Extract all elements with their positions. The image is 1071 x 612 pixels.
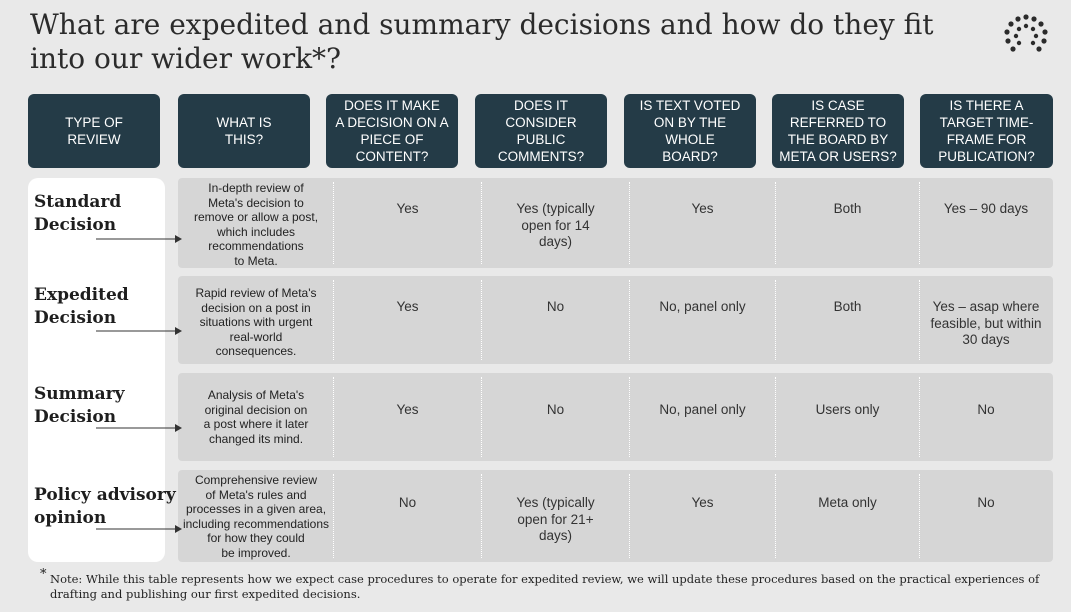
header-voted-whole-board: IS TEXT VOTED ON BY THE WHOLE BOARD? (624, 94, 756, 168)
table-row-summary (178, 373, 1053, 461)
page-title: What are expedited and summary decisions… (30, 8, 934, 75)
row-label-expedited-decision: Expedited Decision (34, 285, 129, 328)
cell-summary-referred: Users only (815, 402, 880, 417)
header-time-frame: IS THERE A TARGET TIME- FRAME FOR PUBLIC… (920, 94, 1053, 168)
cell-policy-time-frame: No (977, 495, 995, 510)
footnote-text: Note: While this table represents how we… (50, 572, 1040, 601)
footnote: * Note: While this table represents how … (40, 567, 1042, 602)
description-summary: Analysis of Meta's original decision on … (203, 388, 309, 446)
footnote-marker: * (40, 567, 47, 582)
header-decision-on-content: DOES IT MAKE A DECISION ON A PIECE OF CO… (326, 94, 458, 168)
cell-expedited-voted: No, panel only (659, 299, 746, 314)
table-row-expedited (178, 276, 1053, 364)
arrow-right-icon (96, 525, 182, 533)
table-row-policy-advisory (178, 470, 1053, 562)
cell-summary-voted: No, panel only (659, 402, 746, 417)
cell-expedited-public-comments: No (546, 299, 565, 314)
cell-summary-time-frame: No (977, 402, 995, 417)
cell-expedited-time-frame: Yes – asap where feasible, but within 30… (930, 299, 1042, 347)
header-referred-by: IS CASE REFERRED TO THE BOARD BY META OR… (772, 94, 904, 168)
cell-policy-voted: Yes (691, 495, 714, 510)
table-row-standard (178, 178, 1053, 268)
cell-summary-decision-on-content: Yes (396, 402, 419, 417)
cell-policy-referred: Meta only (818, 495, 877, 510)
cell-expedited-decision-on-content: Yes (396, 299, 419, 314)
description-policy-advisory: Comprehensive review of Meta's rules and… (182, 473, 330, 560)
cell-standard-decision-on-content: Yes (396, 201, 419, 216)
cell-expedited-referred: Both (833, 299, 862, 314)
row-label-summary-decision: Summary Decision (34, 384, 125, 427)
cell-policy-decision-on-content: No (398, 495, 417, 510)
cell-standard-time-frame: Yes – 90 days (943, 201, 1029, 216)
cell-policy-public-comments: Yes (typically open for 21+ days) (516, 495, 595, 543)
row-label-policy-advisory-opinion: Policy advisory opinion (34, 485, 176, 528)
arrow-right-icon (96, 327, 182, 335)
header-what-is-this: WHAT IS THIS? (178, 94, 310, 168)
row-label-standard-decision: Standard Decision (34, 192, 122, 235)
cell-standard-voted: Yes (691, 201, 714, 216)
header-type-of-review: TYPE OF REVIEW (28, 94, 160, 168)
arrow-right-icon (96, 424, 182, 432)
description-expedited: Rapid review of Meta's decision on a pos… (195, 286, 317, 358)
description-standard: In-depth review of Meta's decision to re… (193, 181, 319, 268)
arrow-right-icon (96, 235, 182, 243)
header-public-comments: DOES IT CONSIDER PUBLIC COMMENTS? (475, 94, 607, 168)
cell-standard-public-comments: Yes (typically open for 14 days) (516, 201, 595, 249)
dotted-circle-logo-icon (1004, 14, 1048, 52)
cell-summary-public-comments: No (546, 402, 565, 417)
review-type-panel (28, 178, 165, 562)
cell-standard-referred: Both (833, 201, 862, 216)
